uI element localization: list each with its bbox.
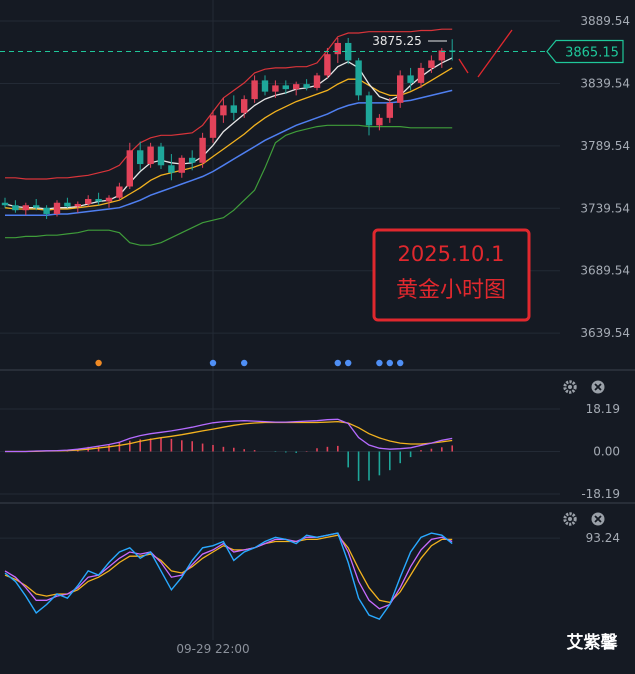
price-tick-label: 3889.54 <box>580 14 630 28</box>
projection-up-line <box>477 29 513 78</box>
last-price-tag: 3865.15 <box>546 39 624 64</box>
kdj-settings-button[interactable] <box>563 512 577 526</box>
candle-body <box>116 186 123 198</box>
candle-body <box>53 202 61 214</box>
candle-body <box>64 202 71 207</box>
ma-yellow-line <box>4 67 453 211</box>
signal-dot <box>397 359 404 367</box>
last-price-label: 3865.15 <box>565 46 619 61</box>
kdj-j-line <box>4 532 453 610</box>
kdj-k-line <box>4 532 453 621</box>
macd-tick-label: -18.19 <box>581 487 620 501</box>
price-tick-label: 3689.54 <box>580 264 630 278</box>
candle-body <box>105 197 113 202</box>
candle-body <box>313 75 321 88</box>
candle-body <box>168 165 175 173</box>
candle-body <box>261 80 269 92</box>
candle-body <box>407 75 414 83</box>
signal-dot <box>376 359 383 367</box>
annotation-box: 2025.10.1 黄金小时图 <box>372 228 531 322</box>
macd-tick-label: 18.19 <box>586 402 620 416</box>
candle-body <box>126 150 133 187</box>
candle-body <box>428 60 435 68</box>
price-tick-label: 3839.54 <box>580 76 630 90</box>
macd-tick-label: 0.00 <box>593 445 620 459</box>
ma-blue-line <box>5 89 453 216</box>
lower-band-line <box>5 124 453 246</box>
candle-body <box>355 60 362 96</box>
high-price-label: 3875.25 <box>372 34 422 48</box>
candle-body <box>220 105 227 116</box>
candle-body <box>376 117 383 126</box>
watermark: 艾紫馨 <box>567 632 619 653</box>
macd-close-button[interactable] <box>591 380 605 394</box>
candle-body <box>209 115 217 138</box>
candle-body <box>1 202 9 206</box>
candle-body <box>178 157 185 173</box>
price-axis: 3889.54 3839.54 3789.54 3739.54 3689.54 3639.… <box>580 14 630 340</box>
signal-dot <box>345 359 352 367</box>
candle-body <box>137 150 144 165</box>
signal-dot <box>209 359 217 367</box>
macd-fast-line <box>5 418 453 453</box>
candle-body <box>386 102 393 118</box>
candle-body <box>189 157 196 163</box>
candle-body <box>282 85 289 90</box>
kdj-axis: 93.24 <box>586 531 620 545</box>
candle-body <box>157 146 165 166</box>
candle-body <box>74 203 81 207</box>
gear-icon <box>563 512 577 526</box>
candle-body <box>365 95 373 126</box>
macd-axis: 18.19 0.00 -18.19 <box>581 402 620 501</box>
macd-settings-button[interactable] <box>563 380 577 394</box>
macd-slow-line <box>5 420 453 453</box>
candle-body <box>85 198 92 204</box>
candle-body <box>438 50 445 61</box>
projection-down-line <box>458 58 469 74</box>
price-pane <box>1 28 456 367</box>
annotation-date: 2025.10.1 <box>398 242 505 266</box>
kdj-tick-label: 93.24 <box>586 531 620 545</box>
grid-lines <box>0 0 560 640</box>
price-tick-label: 3739.54 <box>580 201 630 215</box>
candle-body <box>293 84 300 90</box>
gear-icon <box>563 380 577 394</box>
candle-body <box>334 42 341 55</box>
candle-body <box>251 80 258 100</box>
x-tick-label: 09-29 22:00 <box>176 642 249 656</box>
candle-body <box>95 198 102 202</box>
signal-dot <box>241 359 248 367</box>
signal-dot <box>334 359 341 367</box>
price-tick-label: 3789.54 <box>580 139 630 153</box>
annotation-title: 黄金小时图 <box>396 278 506 303</box>
signal-dot <box>95 359 102 367</box>
projection-lines <box>458 29 513 78</box>
upper-band-line <box>5 28 453 180</box>
candle-body <box>12 205 19 211</box>
macd-pane <box>5 418 454 481</box>
candle-body <box>345 42 352 61</box>
candle-body <box>272 85 279 92</box>
candle-body <box>303 84 310 88</box>
candle-body <box>147 146 154 165</box>
candle-body <box>199 137 206 163</box>
candle-body <box>43 207 50 214</box>
kdj-close-button[interactable] <box>591 512 605 526</box>
ma-white-line <box>4 57 453 210</box>
candle-body <box>324 54 331 76</box>
signal-dot <box>386 359 393 367</box>
candle-body <box>230 105 237 113</box>
candle-body <box>397 75 404 103</box>
candle-body <box>241 99 248 113</box>
candle-body <box>417 67 425 83</box>
candle-body <box>33 205 40 208</box>
kdj-pane <box>4 532 453 621</box>
price-tick-label: 3639.54 <box>580 326 630 340</box>
candle-body <box>22 205 29 211</box>
